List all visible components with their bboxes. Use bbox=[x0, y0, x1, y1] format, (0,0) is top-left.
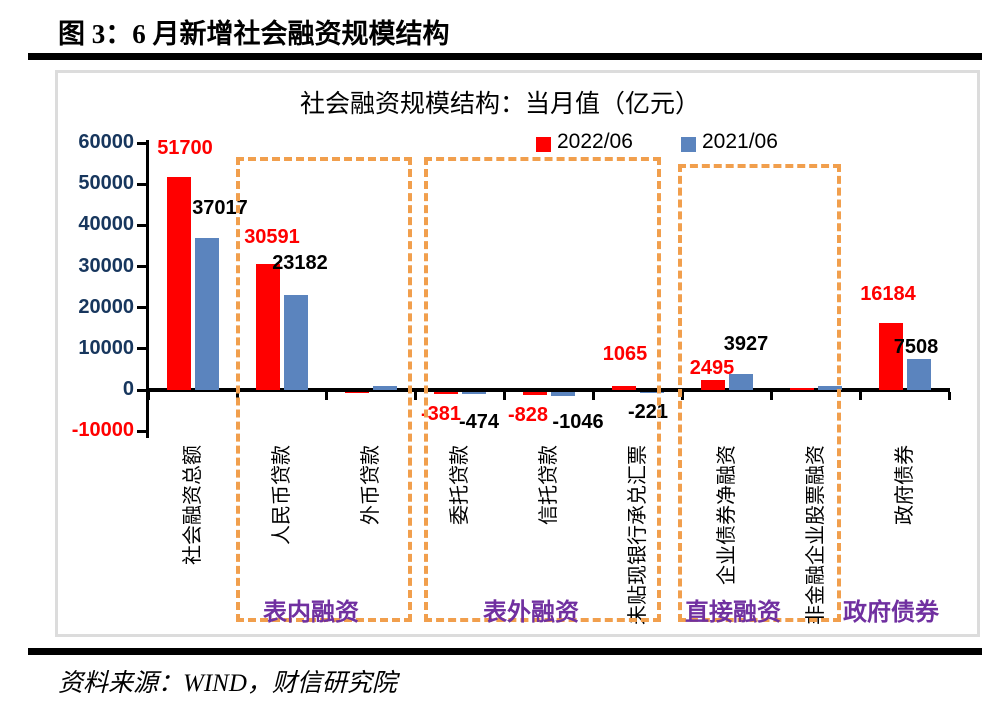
x-tick bbox=[858, 392, 862, 400]
y-tick-label: 10000 bbox=[78, 336, 134, 359]
legend-swatch-2021/06 bbox=[681, 137, 696, 152]
footer-rule bbox=[28, 648, 982, 655]
bar bbox=[550, 392, 575, 397]
bar bbox=[611, 385, 636, 390]
y-tick bbox=[137, 388, 146, 392]
bar bbox=[461, 392, 486, 394]
bar bbox=[194, 237, 219, 390]
data-label: 16184 bbox=[860, 283, 916, 305]
group-box bbox=[424, 157, 661, 622]
y-tick-label: 50000 bbox=[78, 172, 134, 195]
figure-title: 图 3：6 月新增社会融资规模结构 bbox=[58, 19, 450, 49]
y-tick-label: 20000 bbox=[78, 295, 134, 318]
chart-title: 社会融资规模结构：当月值（亿元） bbox=[299, 90, 700, 118]
source-note: 资料来源：WIND，财信研究院 bbox=[58, 670, 397, 697]
data-label: -828 bbox=[507, 404, 549, 426]
bar bbox=[255, 264, 280, 390]
data-label: 37017 bbox=[192, 197, 248, 219]
group-label: 表内融资 bbox=[263, 599, 359, 626]
bar bbox=[372, 386, 397, 390]
bar bbox=[433, 392, 458, 394]
data-label: 23182 bbox=[272, 252, 328, 274]
category-label: 社会融资总额 bbox=[181, 445, 204, 565]
y-tick-label: -10000 bbox=[71, 419, 134, 442]
group-label: 政府债券 bbox=[843, 599, 939, 626]
y-tick bbox=[137, 182, 146, 186]
bar bbox=[878, 323, 903, 390]
legend-swatch-2022/06 bbox=[536, 137, 551, 152]
legend-label: 2021/06 bbox=[702, 130, 778, 153]
y-tick-label: 60000 bbox=[78, 131, 134, 153]
y-tick bbox=[137, 347, 146, 351]
data-label: -1046 bbox=[552, 411, 604, 433]
bar bbox=[700, 379, 725, 390]
x-tick bbox=[502, 392, 506, 400]
y-axis bbox=[146, 140, 149, 438]
bar bbox=[639, 392, 664, 393]
data-label: 3927 bbox=[723, 333, 769, 355]
bar bbox=[166, 177, 191, 390]
x-tick bbox=[413, 392, 417, 400]
x-tick bbox=[769, 392, 773, 400]
y-tick bbox=[137, 265, 146, 268]
bar bbox=[728, 373, 753, 390]
data-label: -474 bbox=[458, 411, 500, 433]
y-tick bbox=[137, 141, 146, 145]
y-tick-label: 0 bbox=[122, 378, 134, 400]
y-tick-label: 30000 bbox=[78, 254, 134, 277]
bar bbox=[906, 359, 931, 390]
bar bbox=[522, 392, 547, 396]
group-box bbox=[236, 157, 412, 622]
group-box bbox=[678, 164, 841, 622]
data-label: -381 bbox=[420, 403, 462, 425]
x-axis bbox=[146, 388, 950, 392]
x-tick bbox=[591, 392, 595, 400]
x-tick bbox=[947, 392, 951, 400]
y-tick bbox=[137, 306, 146, 310]
y-tick-label: 40000 bbox=[78, 213, 134, 236]
bar bbox=[344, 392, 369, 394]
legend-label: 2022/06 bbox=[557, 130, 633, 153]
title-rule bbox=[28, 53, 982, 60]
x-tick bbox=[146, 392, 150, 400]
data-label: 2495 bbox=[689, 357, 735, 379]
x-tick bbox=[680, 392, 684, 400]
group-label: 表外融资 bbox=[483, 599, 579, 626]
data-label: 30591 bbox=[244, 226, 300, 248]
x-tick bbox=[324, 392, 328, 400]
data-label: 7508 bbox=[893, 336, 939, 358]
y-tick bbox=[137, 223, 146, 227]
bar bbox=[789, 387, 814, 390]
data-label: 51700 bbox=[157, 137, 213, 159]
y-tick bbox=[137, 429, 146, 433]
bar bbox=[817, 386, 842, 390]
bar bbox=[283, 294, 308, 390]
data-label: 1065 bbox=[602, 343, 648, 365]
group-label: 直接融资 bbox=[685, 599, 781, 626]
